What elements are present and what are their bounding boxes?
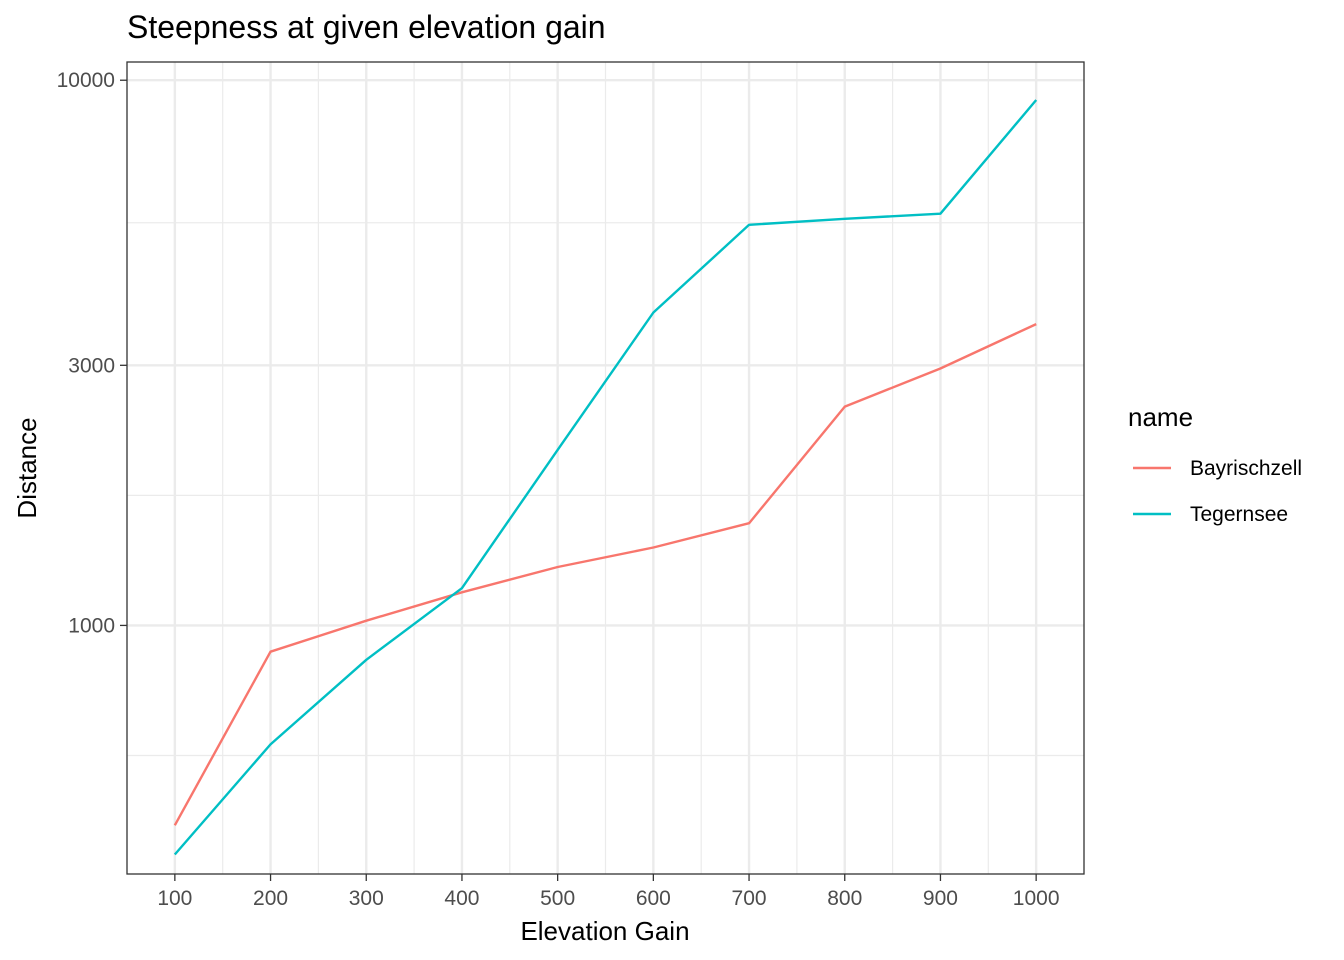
x-tick-label: 100 bbox=[157, 887, 192, 910]
legend: name Bayrischzell Tegernsee bbox=[1128, 402, 1302, 526]
x-tick-label: 900 bbox=[923, 887, 958, 910]
y-tick-label: 1000 bbox=[68, 614, 115, 637]
chart-title: Steepness at given elevation gain bbox=[127, 9, 606, 45]
x-tick-label: 200 bbox=[253, 887, 288, 910]
x-axis: 100 200 300 400 500 600 700 800 900 1000 bbox=[157, 874, 1060, 910]
y-tick-label: 10000 bbox=[57, 69, 115, 92]
x-tick-label: 800 bbox=[827, 887, 862, 910]
grid bbox=[127, 62, 1084, 874]
legend-label-tegernsee: Tegernsee bbox=[1190, 503, 1288, 526]
x-tick-label: 500 bbox=[540, 887, 575, 910]
series-line-bayrischzell bbox=[173, 323, 1037, 826]
y-axis-title: Distance bbox=[12, 417, 42, 518]
series-layer bbox=[173, 99, 1038, 856]
x-tick-label: 700 bbox=[732, 887, 767, 910]
y-axis: 1000 3000 10000 bbox=[57, 69, 127, 637]
legend-title: name bbox=[1128, 402, 1193, 432]
x-axis-title: Elevation Gain bbox=[520, 916, 689, 946]
x-tick-label: 1000 bbox=[1013, 887, 1060, 910]
x-tick-label: 300 bbox=[349, 887, 384, 910]
x-tick-label: 600 bbox=[636, 887, 671, 910]
y-tick-label: 3000 bbox=[68, 354, 115, 377]
series-line-tegernsee bbox=[173, 99, 1038, 856]
plot-border bbox=[126, 61, 1085, 875]
x-tick-label: 400 bbox=[444, 887, 479, 910]
legend-label-bayrischzell: Bayrischzell bbox=[1190, 457, 1302, 480]
